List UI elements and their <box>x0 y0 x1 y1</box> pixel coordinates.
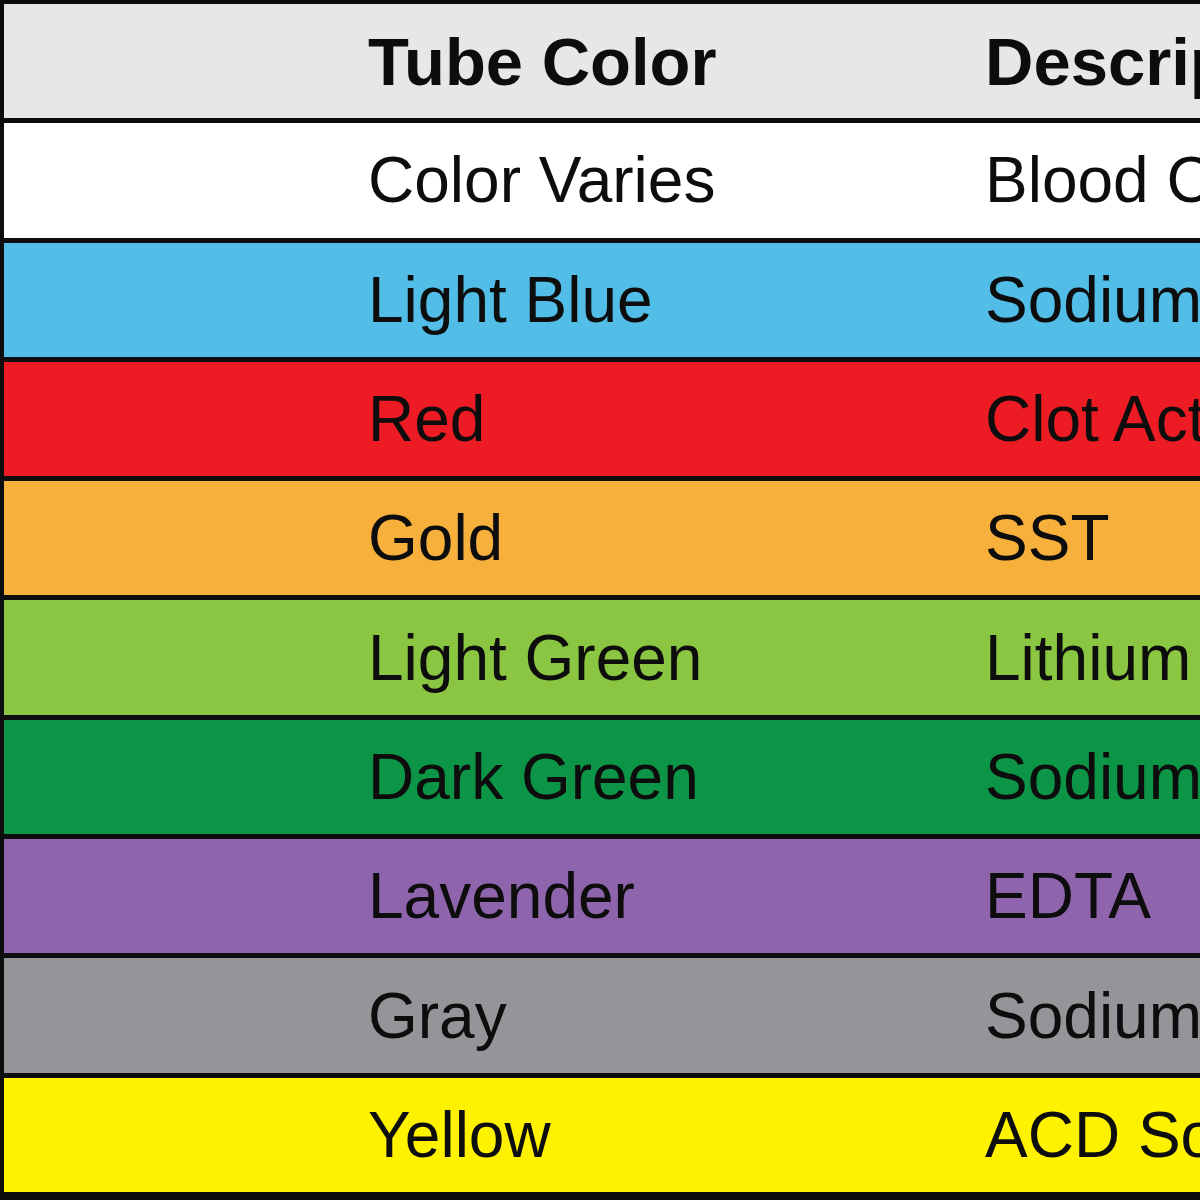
description-cell: EDTA <box>985 864 1151 928</box>
tube-color-cell: Light Blue <box>368 268 653 332</box>
table-row-gray: Gray Sodium <box>4 958 1200 1072</box>
description-cell: Sodium <box>985 745 1200 809</box>
tube-color-cell: Gray <box>368 984 507 1048</box>
column-header-description: Descrip <box>985 28 1200 95</box>
tube-color-cell: Color Varies <box>368 148 715 212</box>
description-cell: ACD So <box>985 1103 1200 1167</box>
table-row-yellow: Yellow ACD So <box>4 1078 1200 1192</box>
description-cell: Lithium <box>985 626 1191 690</box>
description-cell: Blood C <box>985 148 1200 212</box>
table-row-light-green: Light Green Lithium <box>4 600 1200 714</box>
table-row-dark-green: Dark Green Sodium <box>4 720 1200 834</box>
table-row-gold: Gold SST <box>4 481 1200 595</box>
tube-color-cell: Light Green <box>368 626 702 690</box>
table-row-color-varies: Color Varies Blood C <box>4 123 1200 237</box>
tube-color-cell: Dark Green <box>368 745 699 809</box>
table-header-row: Tube Color Descrip <box>4 4 1200 118</box>
tube-color-table: Tube Color Descrip Color Varies Blood C … <box>0 0 1200 1200</box>
table-row-lavender: Lavender EDTA <box>4 839 1200 953</box>
column-header-tube-color: Tube Color <box>368 28 717 95</box>
description-cell: SST <box>985 506 1109 570</box>
tube-color-cell: Yellow <box>368 1103 551 1167</box>
description-cell: Sodium <box>985 984 1200 1048</box>
tube-color-cell: Gold <box>368 506 503 570</box>
table-row-light-blue: Light Blue Sodium <box>4 243 1200 357</box>
description-cell: Sodium <box>985 268 1200 332</box>
tube-color-cell: Red <box>368 387 485 451</box>
tube-color-cell: Lavender <box>368 864 635 928</box>
description-cell: Clot Act <box>985 387 1200 451</box>
table-row-red: Red Clot Act <box>4 362 1200 476</box>
